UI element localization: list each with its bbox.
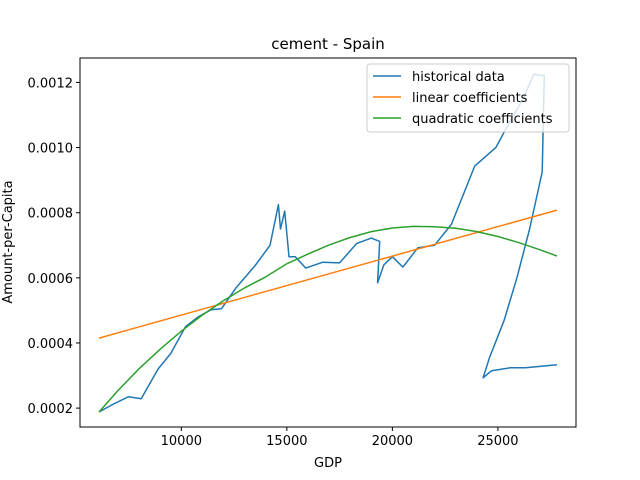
chart-title: cement - Spain bbox=[271, 35, 385, 53]
x-axis-ticks: 10000 15000 20000 25000 bbox=[161, 427, 519, 449]
x-tick-label: 20000 bbox=[372, 434, 413, 449]
y-tick-label: 0.0012 bbox=[28, 76, 74, 91]
y-tick-label: 0.0006 bbox=[28, 272, 74, 287]
y-tick-label: 0.0004 bbox=[28, 337, 74, 352]
legend: historical data linear coefficients quadra… bbox=[366, 63, 570, 133]
plot-series bbox=[98, 73, 558, 413]
legend-entries: historical data linear coefficients quadra… bbox=[373, 70, 553, 127]
legend-label-1: historical data bbox=[412, 70, 505, 85]
legend-label-2: linear coefficients bbox=[412, 91, 528, 106]
series-line-2 bbox=[98, 209, 558, 339]
plot-frame bbox=[79, 57, 577, 428]
y-tick-label: 0.0010 bbox=[28, 142, 74, 157]
series-line-3 bbox=[98, 225, 558, 413]
x-tick-label: 25000 bbox=[477, 434, 518, 449]
x-axis-label: GDP bbox=[314, 456, 342, 471]
legend-box bbox=[366, 63, 570, 133]
y-tick-label: 0.0002 bbox=[28, 402, 74, 417]
y-axis-ticks: 0.0002 0.0004 0.0006 0.0008 0.0010 0.0012 bbox=[28, 76, 80, 417]
y-tick-label: 0.0008 bbox=[28, 207, 74, 222]
x-tick-label: 15000 bbox=[266, 434, 307, 449]
x-tick-label: 10000 bbox=[161, 434, 202, 449]
legend-label-3: quadratic coefficients bbox=[412, 112, 553, 127]
y-axis-label: Amount-per-Capita bbox=[1, 180, 16, 303]
